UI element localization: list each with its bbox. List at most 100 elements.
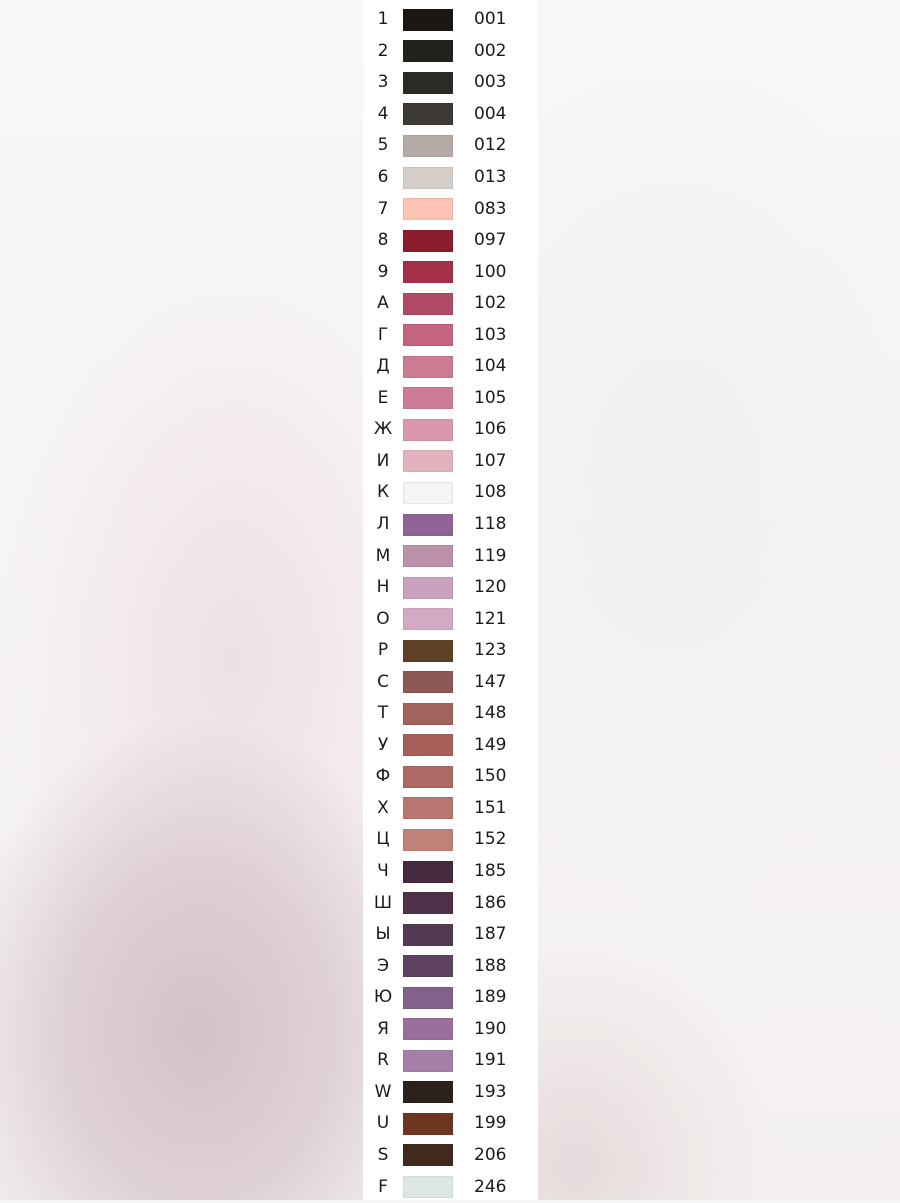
color-swatch xyxy=(403,198,453,221)
symbol-label: 4 xyxy=(377,103,389,124)
symbol-label: Л xyxy=(376,514,390,535)
color-swatch xyxy=(403,892,453,915)
color-swatch xyxy=(403,639,453,662)
color-code: 121 xyxy=(474,608,507,629)
color-code: 102 xyxy=(474,293,507,314)
color-legend-panel: 1 001 2 002 3 003 4 004 5 012 6 xyxy=(363,0,538,1200)
legend-row: И 107 xyxy=(363,446,538,478)
color-code: 148 xyxy=(474,703,507,724)
legend-row: А 102 xyxy=(363,288,538,320)
color-swatch xyxy=(403,513,453,536)
color-code: 151 xyxy=(474,797,507,818)
symbol-label: И xyxy=(376,450,390,471)
color-swatch xyxy=(403,1081,453,1104)
color-swatch xyxy=(403,1018,453,1041)
legend-row: F 246 xyxy=(363,1171,538,1203)
symbol-label: 2 xyxy=(377,40,389,61)
symbol-label: F xyxy=(378,1176,388,1197)
symbol-label: У xyxy=(377,734,389,755)
legend-row: 1 001 xyxy=(363,4,538,36)
color-code: 246 xyxy=(474,1176,507,1197)
legend-row: 2 002 xyxy=(363,36,538,68)
color-swatch xyxy=(403,481,453,504)
symbol-label: W xyxy=(374,1081,392,1102)
color-code: 105 xyxy=(474,387,507,408)
color-code: 103 xyxy=(474,324,507,345)
color-swatch xyxy=(403,860,453,883)
symbol-label: К xyxy=(376,482,390,503)
symbol-label: Ф xyxy=(375,766,391,787)
symbol-label: U xyxy=(376,1113,390,1134)
legend-row: Ю 189 xyxy=(363,982,538,1014)
symbol-label: Ы xyxy=(375,924,391,945)
color-code: 013 xyxy=(474,167,507,187)
color-code: 097 xyxy=(474,230,507,251)
color-swatch xyxy=(403,387,453,410)
legend-row: U 199 xyxy=(363,1108,538,1140)
legend-row: Ж 106 xyxy=(363,414,538,446)
color-swatch xyxy=(403,8,453,31)
color-code: 118 xyxy=(474,514,507,535)
color-swatch xyxy=(403,418,453,441)
legend-row: Т 148 xyxy=(363,698,538,730)
symbol-label: 8 xyxy=(377,230,389,251)
legend-row: О 121 xyxy=(363,603,538,635)
color-code: 100 xyxy=(474,261,507,282)
color-swatch xyxy=(403,40,453,63)
legend-row: Н 120 xyxy=(363,572,538,604)
symbol-label: Е xyxy=(377,387,389,408)
color-swatch xyxy=(403,1176,453,1198)
legend-row: Я 190 xyxy=(363,1014,538,1046)
legend-row: 8 097 xyxy=(363,225,538,257)
color-swatch xyxy=(403,576,453,599)
legend-row: Л 118 xyxy=(363,509,538,541)
color-swatch xyxy=(403,734,453,757)
symbol-label: С xyxy=(377,671,389,692)
color-code: 185 xyxy=(474,861,507,882)
legend-row: С 147 xyxy=(363,666,538,698)
symbol-label: О xyxy=(376,608,390,629)
legend-row: 3 003 xyxy=(363,67,538,99)
color-swatch xyxy=(403,166,453,189)
symbol-label: 1 xyxy=(377,9,389,30)
color-code: 149 xyxy=(474,734,507,755)
legend-row: 5 012 xyxy=(363,130,538,162)
color-code: 002 xyxy=(474,40,507,61)
color-swatch xyxy=(403,765,453,788)
color-swatch xyxy=(403,134,453,157)
color-code: 199 xyxy=(474,1113,507,1134)
color-swatch xyxy=(403,828,453,851)
legend-row: Р 123 xyxy=(363,635,538,667)
legend-row: Ц 152 xyxy=(363,824,538,856)
color-swatch xyxy=(403,545,453,568)
symbol-label: М xyxy=(375,545,391,566)
symbol-label: Г xyxy=(377,324,389,345)
symbol-label: 9 xyxy=(377,261,389,282)
color-swatch xyxy=(403,292,453,315)
legend-row: У 149 xyxy=(363,730,538,762)
color-code: 104 xyxy=(474,356,507,377)
legend-row: Г 103 xyxy=(363,319,538,351)
color-code: 003 xyxy=(474,72,507,93)
color-code: 004 xyxy=(474,103,507,124)
legend-row: К 108 xyxy=(363,477,538,509)
symbol-label: 6 xyxy=(377,167,389,187)
color-swatch xyxy=(403,261,453,284)
symbol-label: Т xyxy=(377,703,389,724)
legend-row: Ф 150 xyxy=(363,761,538,793)
color-swatch xyxy=(403,702,453,725)
color-swatch xyxy=(403,103,453,126)
color-swatch xyxy=(403,1144,453,1167)
legend-row: М 119 xyxy=(363,540,538,572)
legend-row: S 206 xyxy=(363,1140,538,1172)
symbol-label: Ю xyxy=(373,987,393,1008)
legend-row: Ч 185 xyxy=(363,856,538,888)
color-swatch xyxy=(403,229,453,252)
color-code: 189 xyxy=(474,987,507,1008)
color-code: 107 xyxy=(474,450,507,471)
symbol-label: 5 xyxy=(377,135,389,156)
color-code: 193 xyxy=(474,1081,507,1102)
color-code: 108 xyxy=(474,482,507,503)
color-code: 119 xyxy=(474,545,507,566)
legend-row: 7 083 xyxy=(363,193,538,225)
